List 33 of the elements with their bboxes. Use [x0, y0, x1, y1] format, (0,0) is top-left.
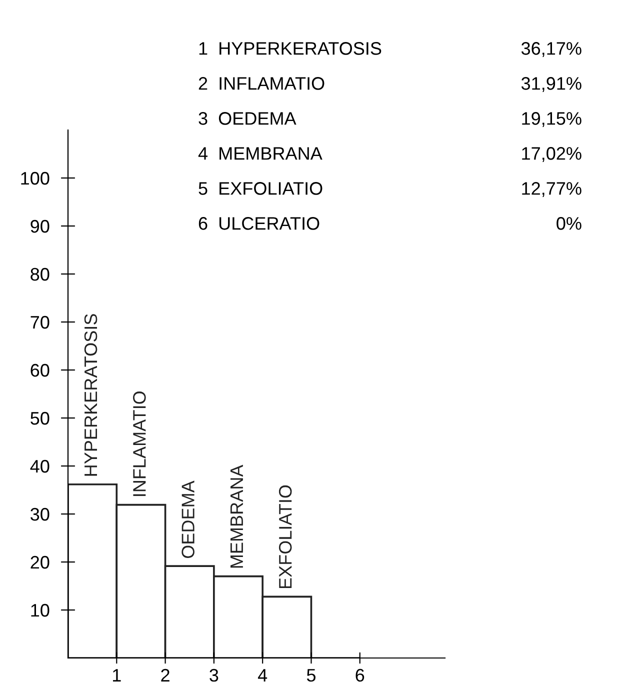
annotation: MEMBRANA	[230, 464, 243, 568]
y-tick-label: 30	[30, 508, 50, 521]
x-tick-label: 5	[306, 669, 316, 682]
y-tick-label: 20	[30, 556, 50, 569]
y-tick-label: 60	[30, 364, 50, 377]
y-tick-label: 80	[30, 268, 50, 281]
y-tick-label: 40	[30, 460, 50, 473]
y-tick-label: 50	[30, 412, 50, 425]
text: 36,17%	[521, 42, 582, 57]
y-tick-label: 100	[21, 172, 50, 185]
y-tick-label: 90	[30, 220, 50, 233]
annotation: EXFOLIATIO	[278, 485, 292, 588]
x-tick-label: 1	[113, 669, 121, 682]
annotation: HYPERKERATOSIS	[84, 314, 98, 476]
text: 1 HYPERKERATOSIS	[199, 42, 382, 55]
x-tick-label: 6	[356, 668, 364, 682]
x-tick-label: 4	[258, 669, 268, 682]
annotation: OEDEMA	[182, 480, 194, 558]
annotation: 4 MEMBRANA	[198, 147, 322, 160]
text: 2 INFLAMATIO	[198, 77, 324, 90]
y-tick-label: 70	[30, 316, 50, 329]
text: 3 OEDEMA	[198, 112, 296, 125]
annotation: 5 EXFOLIATIO	[198, 182, 322, 195]
text: 12,77%	[522, 182, 582, 197]
annotation: INFLAMATIO	[133, 391, 146, 496]
y-tick-label: 10	[31, 604, 50, 617]
annotation: 6 ULCERATIO	[198, 217, 320, 230]
text: 0%	[556, 217, 582, 230]
text: 31,91%	[521, 77, 582, 92]
x-tick-label: 3	[210, 668, 218, 682]
text: 19,15%	[522, 112, 582, 127]
x-tick-label: 2	[161, 668, 170, 682]
text: 17,02%	[522, 147, 582, 162]
